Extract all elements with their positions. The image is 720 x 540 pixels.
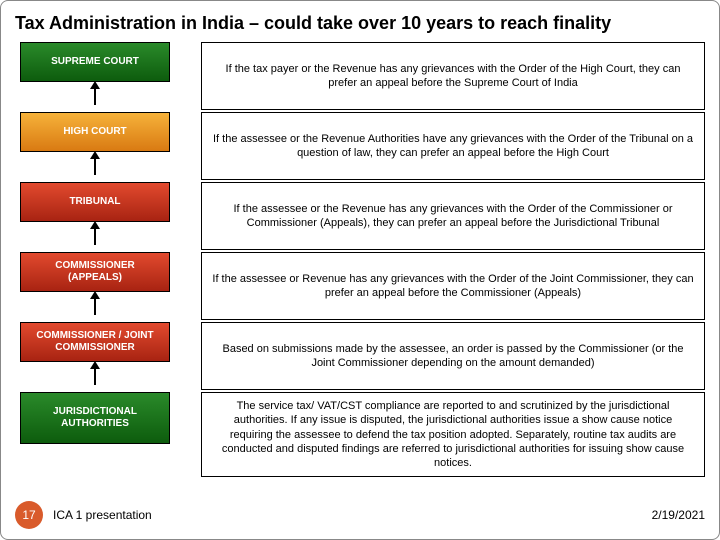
- footer-left: 17 ICA 1 presentation: [15, 501, 152, 529]
- desc-joint-commissioner: Based on submissions made by the assesse…: [201, 322, 705, 390]
- hierarchy-row: HIGH COURT If the assessee or the Revenu…: [15, 112, 705, 180]
- desc-high-court: If the assessee or the Revenue Authoriti…: [201, 112, 705, 180]
- hierarchy-row: TRIBUNAL If the assessee or the Revenue …: [15, 182, 705, 250]
- node-column: COMMISSIONER / JOINT COMMISSIONER: [15, 322, 175, 390]
- arrow-up: [94, 292, 96, 320]
- node-jurisdictional-authorities: JURISDICTIONAL AUTHORITIES: [20, 392, 170, 444]
- page-title: Tax Administration in India – could take…: [15, 13, 705, 34]
- node-supreme-court: SUPREME COURT: [20, 42, 170, 82]
- node-high-court: HIGH COURT: [20, 112, 170, 152]
- node-commissioner-appeals: COMMISSIONER (APPEALS): [20, 252, 170, 292]
- hierarchy-row: COMMISSIONER (APPEALS) If the assessee o…: [15, 252, 705, 320]
- node-column: JURISDICTIONAL AUTHORITIES: [15, 392, 175, 477]
- hierarchy-row: JURISDICTIONAL AUTHORITIES The service t…: [15, 392, 705, 477]
- node-joint-commissioner: COMMISSIONER / JOINT COMMISSIONER: [20, 322, 170, 362]
- desc-supreme-court: If the tax payer or the Revenue has any …: [201, 42, 705, 110]
- presentation-name: ICA 1 presentation: [53, 508, 152, 522]
- arrow-up: [94, 152, 96, 180]
- desc-jurisdictional-authorities: The service tax/ VAT/CST compliance are …: [201, 392, 705, 477]
- slide-date: 2/19/2021: [652, 508, 705, 522]
- desc-commissioner-appeals: If the assessee or Revenue has any griev…: [201, 252, 705, 320]
- hierarchy-container: SUPREME COURT If the tax payer or the Re…: [15, 42, 705, 479]
- node-column: COMMISSIONER (APPEALS): [15, 252, 175, 320]
- node-column: SUPREME COURT: [15, 42, 175, 110]
- node-column: HIGH COURT: [15, 112, 175, 180]
- node-tribunal: TRIBUNAL: [20, 182, 170, 222]
- node-column: TRIBUNAL: [15, 182, 175, 250]
- slide-number-badge: 17: [15, 501, 43, 529]
- hierarchy-row: SUPREME COURT If the tax payer or the Re…: [15, 42, 705, 110]
- slide-footer: 17 ICA 1 presentation 2/19/2021: [15, 501, 705, 529]
- desc-tribunal: If the assessee or the Revenue has any g…: [201, 182, 705, 250]
- hierarchy-row: COMMISSIONER / JOINT COMMISSIONER Based …: [15, 322, 705, 390]
- arrow-up: [94, 362, 96, 390]
- arrow-up: [94, 222, 96, 250]
- arrow-up: [94, 82, 96, 110]
